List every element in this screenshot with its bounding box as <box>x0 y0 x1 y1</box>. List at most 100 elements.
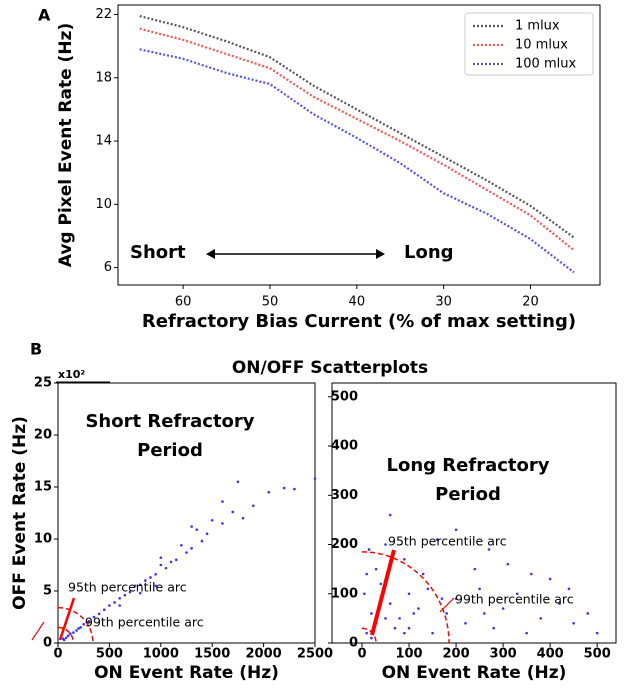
scatter-point <box>185 551 188 554</box>
scatter-point <box>548 577 552 581</box>
scatter-point <box>69 632 72 635</box>
y-multiplier: x10² <box>58 368 85 381</box>
scatter-point <box>64 636 68 640</box>
scatter-point <box>282 486 286 490</box>
scatter-point <box>190 547 193 550</box>
panel-text: Period <box>137 440 203 461</box>
y-tick-label: 20 <box>34 428 52 443</box>
scatter-point <box>92 615 96 619</box>
x-tick-label: 20 <box>522 295 539 310</box>
scatter-point <box>133 584 137 588</box>
y-tick-label: 14 <box>95 134 112 149</box>
scatter-point <box>464 622 467 625</box>
scatter-point <box>440 597 444 600</box>
scatter-point <box>426 587 430 591</box>
scatter-point <box>66 634 70 638</box>
scatter-point <box>403 631 406 635</box>
arc-pointer <box>439 597 455 613</box>
percentile-arc <box>361 551 450 644</box>
plot-frame <box>57 382 316 644</box>
arc-pointer <box>370 549 396 636</box>
scatter-point <box>558 602 561 605</box>
scatter-point <box>138 583 142 587</box>
scatter-point <box>435 538 439 541</box>
scatter-point <box>79 626 82 629</box>
arc-label: 99th percentile arc <box>455 592 574 607</box>
y-tick-label: 22 <box>95 7 112 22</box>
scatter-point <box>431 631 434 635</box>
percentile-arc <box>57 626 75 644</box>
scatter-point <box>487 548 491 551</box>
x-axis-label: ON Event Rate (Hz) <box>94 663 279 683</box>
scatter-point <box>169 560 173 564</box>
y-tick-label: 100 <box>331 586 358 601</box>
scatter-point <box>236 480 240 484</box>
x-tick-label: 1000 <box>143 647 179 662</box>
scatter-point <box>174 558 178 562</box>
scatter-point <box>205 532 209 536</box>
scatter-point <box>144 579 147 582</box>
scatter-point <box>164 566 168 570</box>
panel-text: Period <box>435 484 501 505</box>
figure-title: ON/OFF Scatterplots <box>232 358 428 378</box>
scatter-point <box>72 631 75 634</box>
scatter-point <box>530 572 533 576</box>
scatter-point <box>370 612 373 615</box>
scatter-point <box>190 525 193 528</box>
scatter-point <box>313 477 317 480</box>
scatter-point <box>128 590 132 594</box>
scatter-point <box>159 563 163 567</box>
plot-frame <box>117 4 601 286</box>
scatter-point <box>118 604 121 607</box>
scatter-point <box>200 539 204 543</box>
scatter-point <box>180 543 183 547</box>
x-tick-label: 300 <box>490 647 517 662</box>
scatter-point <box>384 543 387 546</box>
scatter-point <box>370 636 373 640</box>
scatter-point <box>384 617 387 620</box>
x-axis-label: Refractory Bias Current (% of max settin… <box>142 311 576 332</box>
panel-text: Long Refractory <box>387 455 550 476</box>
scatter-point <box>365 631 369 635</box>
panel-label: A <box>38 6 51 25</box>
scatter-point <box>501 607 505 610</box>
annotation: Long <box>404 242 454 263</box>
scatter-point <box>454 597 458 600</box>
y-axis-label: Avg Pixel Event Rate (Hz) <box>56 23 76 267</box>
scatter-point <box>421 572 425 576</box>
scatter-point <box>195 528 199 531</box>
scatter-point <box>62 638 66 642</box>
y-tick-label: 15 <box>34 480 52 495</box>
scatter-point <box>149 576 152 579</box>
scatter-point <box>367 548 371 551</box>
scatter-point <box>365 572 369 576</box>
x-tick-label: 500 <box>96 647 123 662</box>
scatter-point <box>388 602 392 605</box>
legend-label: 10 mlux <box>515 38 568 53</box>
x-tick-label: 2000 <box>246 647 282 662</box>
x-tick-label: 400 <box>537 647 564 662</box>
scatter-point <box>379 582 383 586</box>
x-tick-label: 40 <box>349 295 366 310</box>
percentile-arc <box>57 606 94 644</box>
line-series <box>139 48 575 274</box>
scatter-point <box>75 629 78 632</box>
scatter-point <box>473 567 477 571</box>
x-tick-label: 30 <box>435 295 452 310</box>
x-tick-label: 50 <box>262 295 279 310</box>
line-series <box>139 27 575 252</box>
y-tick-label: 400 <box>331 439 358 454</box>
scatter-point <box>539 617 543 620</box>
legend-label: 1 mlux <box>515 19 560 34</box>
arc-label: 95th percentile arc <box>68 580 187 595</box>
scatter-point <box>445 612 448 615</box>
scatter-point <box>154 573 157 576</box>
y-tick-label: 500 <box>331 389 358 404</box>
y-tick-label: 200 <box>331 537 358 552</box>
y-tick-label: 5 <box>43 584 52 599</box>
scatter-point <box>118 596 121 600</box>
scatter-point <box>252 504 255 508</box>
legend-box <box>464 12 594 76</box>
scatter-point <box>586 612 590 615</box>
